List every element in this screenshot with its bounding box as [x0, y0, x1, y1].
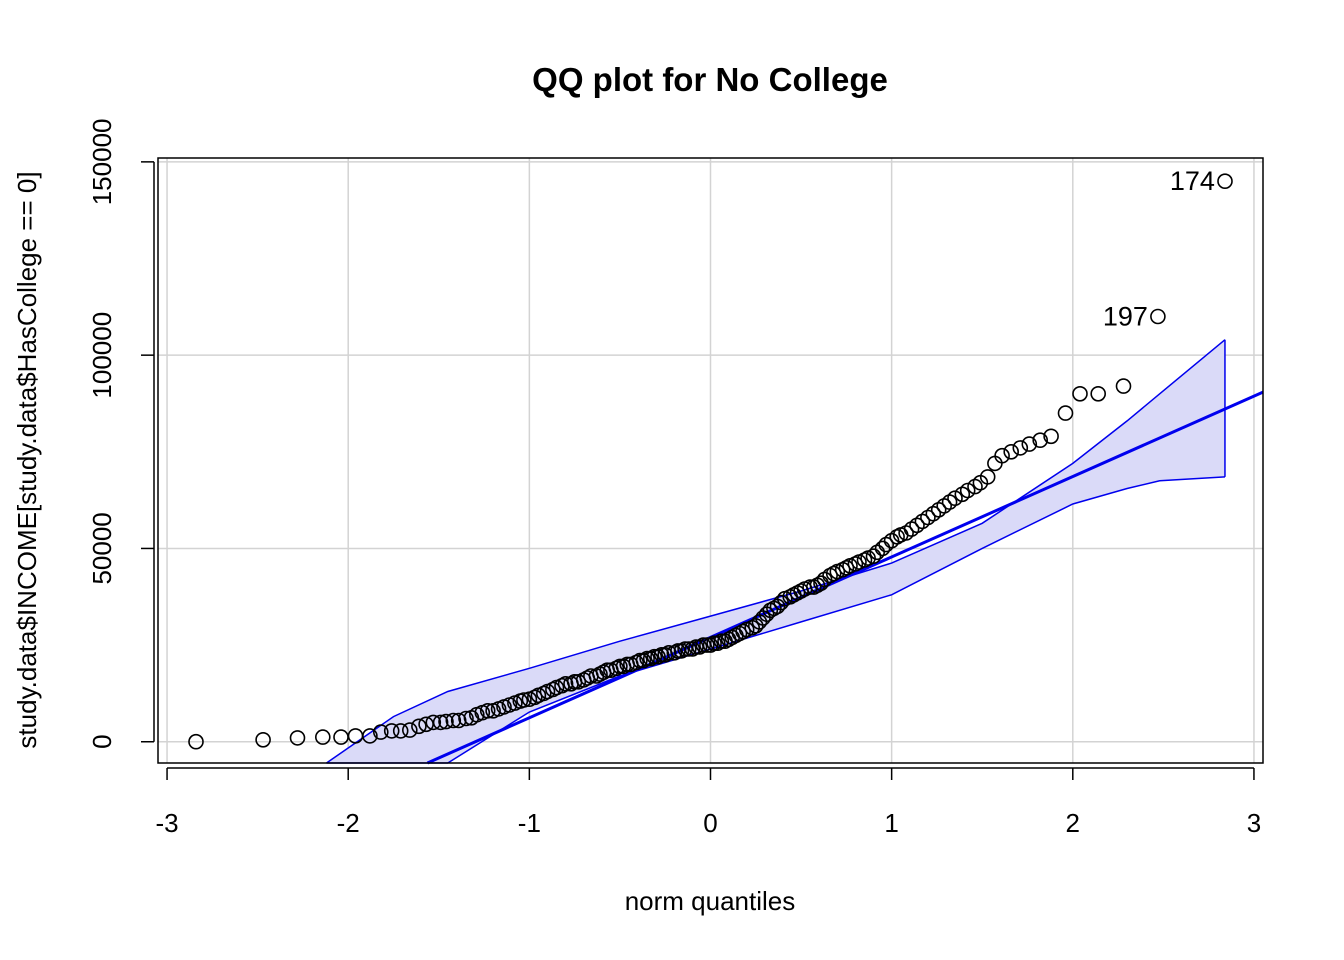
data-point — [255, 731, 271, 748]
y-axis-label: study.data$INCOME[study.data$HasCollege … — [12, 171, 42, 748]
data-point — [699, 637, 715, 653]
reference-line-segment — [426, 390, 1264, 765]
x-tick-label: -3 — [155, 808, 178, 838]
x-axis-label: norm quantiles — [625, 886, 796, 916]
data-point — [516, 692, 532, 708]
data-point — [392, 723, 409, 739]
data-point — [445, 712, 462, 729]
y-tick-label: 100000 — [87, 312, 117, 399]
data-point — [383, 723, 400, 739]
data-point — [1012, 440, 1029, 456]
outlier-label-174: 174 — [1170, 166, 1215, 196]
plot-frame — [157, 157, 1264, 764]
x-axis: -3 -2 -1 0 1 2 3 — [155, 767, 1261, 838]
data-point — [632, 652, 648, 669]
x-tick-label: 2 — [1066, 808, 1080, 838]
data-point — [1217, 173, 1233, 189]
data-point — [362, 728, 378, 744]
y-tick-label: 0 — [87, 734, 117, 748]
data-point — [438, 713, 454, 730]
data-point — [825, 565, 842, 582]
data-point — [372, 724, 389, 740]
data-point — [646, 648, 663, 665]
data-point — [653, 646, 670, 663]
data-point — [979, 469, 996, 485]
data-point — [612, 658, 628, 675]
data-point — [289, 730, 306, 746]
data-point — [1043, 428, 1059, 445]
envelope-fill — [326, 339, 1225, 763]
reference-line — [426, 390, 1264, 765]
data-point — [425, 714, 442, 731]
data-point — [1032, 432, 1048, 449]
data-point — [706, 635, 722, 652]
x-tick-label: -2 — [337, 808, 360, 838]
y-tick-label: 150000 — [87, 119, 117, 206]
y-tick-label: 50000 — [87, 512, 117, 584]
data-point — [1090, 385, 1106, 402]
x-tick-label: 1 — [884, 808, 898, 838]
x-tick-label: 3 — [1247, 808, 1261, 838]
data-point — [1115, 378, 1132, 394]
confidence-envelope — [326, 339, 1226, 764]
point-labels: 174 197 — [1103, 166, 1215, 331]
data-point — [874, 540, 891, 557]
data-point — [1150, 308, 1166, 325]
data-point — [838, 559, 855, 576]
data-point — [1072, 385, 1088, 402]
data-point — [802, 579, 818, 595]
data-point — [1003, 443, 1020, 460]
data-point — [526, 689, 543, 706]
data-point — [314, 729, 331, 745]
data-point — [347, 728, 364, 744]
data-point — [432, 714, 449, 731]
x-tick-label: -1 — [518, 808, 541, 838]
data-point — [959, 482, 976, 499]
data-point — [865, 548, 882, 565]
data-point — [735, 623, 751, 640]
data-point — [947, 490, 963, 507]
x-tick-label: 0 — [703, 808, 717, 838]
data-point — [1021, 436, 1038, 452]
data-point — [680, 641, 697, 657]
data-point — [813, 575, 829, 592]
data-point — [773, 594, 789, 611]
data-point — [684, 641, 701, 657]
envelope-upper-line — [326, 339, 1226, 764]
chart-title: QQ plot for No College — [532, 61, 888, 98]
data-point — [635, 652, 652, 669]
data-point — [994, 447, 1010, 464]
data-point — [639, 650, 655, 667]
data-point — [660, 644, 677, 661]
grid-lines — [158, 158, 1263, 763]
data-point — [411, 718, 427, 735]
data-point — [479, 702, 496, 719]
data-points — [188, 173, 1233, 750]
data-point — [557, 675, 574, 692]
data-point — [713, 633, 730, 650]
data-point — [1057, 405, 1074, 421]
y-axis: 0 50000 100000 150000 — [87, 119, 155, 749]
data-point — [188, 733, 204, 750]
outlier-label-197: 197 — [1103, 301, 1148, 331]
data-point — [401, 722, 418, 738]
data-point — [458, 710, 474, 727]
